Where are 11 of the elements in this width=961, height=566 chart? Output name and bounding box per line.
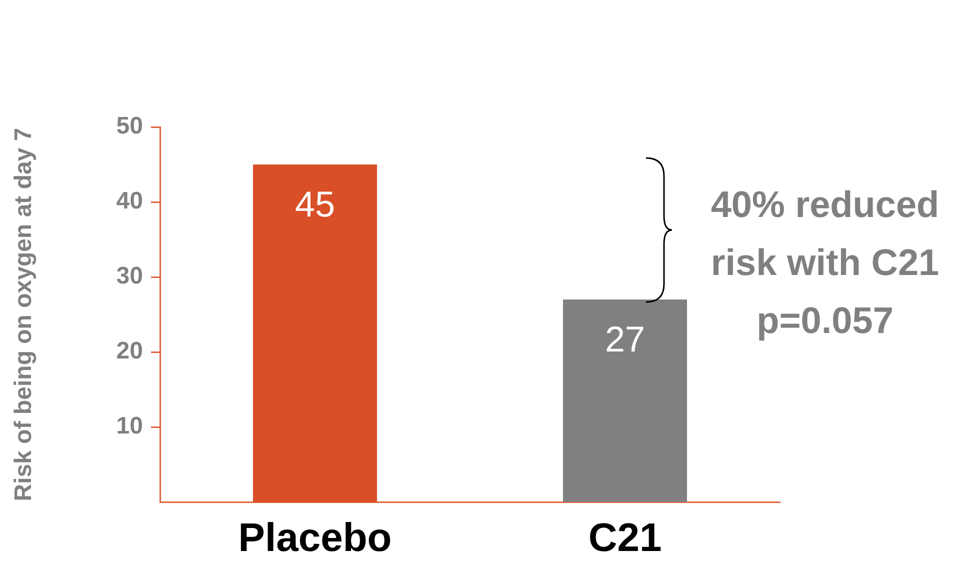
y-tick-label: 20 [116,338,143,365]
data-label: 45 [294,183,336,224]
x-tick-label: Placebo [238,516,392,560]
y-tick-label: 50 [116,112,143,140]
x-tick-label: C21 [588,516,662,560]
data-label: 27 [604,318,646,360]
y-tick-label: 30 [116,262,143,290]
y-axis-title: Risk of being on oxygen at day 7 [10,128,38,502]
annotation: 40% reduced risk with C21 p=0.057 [710,183,940,343]
y-tick-label: 10 [116,412,143,440]
y-tick-label: 40 [116,188,143,215]
